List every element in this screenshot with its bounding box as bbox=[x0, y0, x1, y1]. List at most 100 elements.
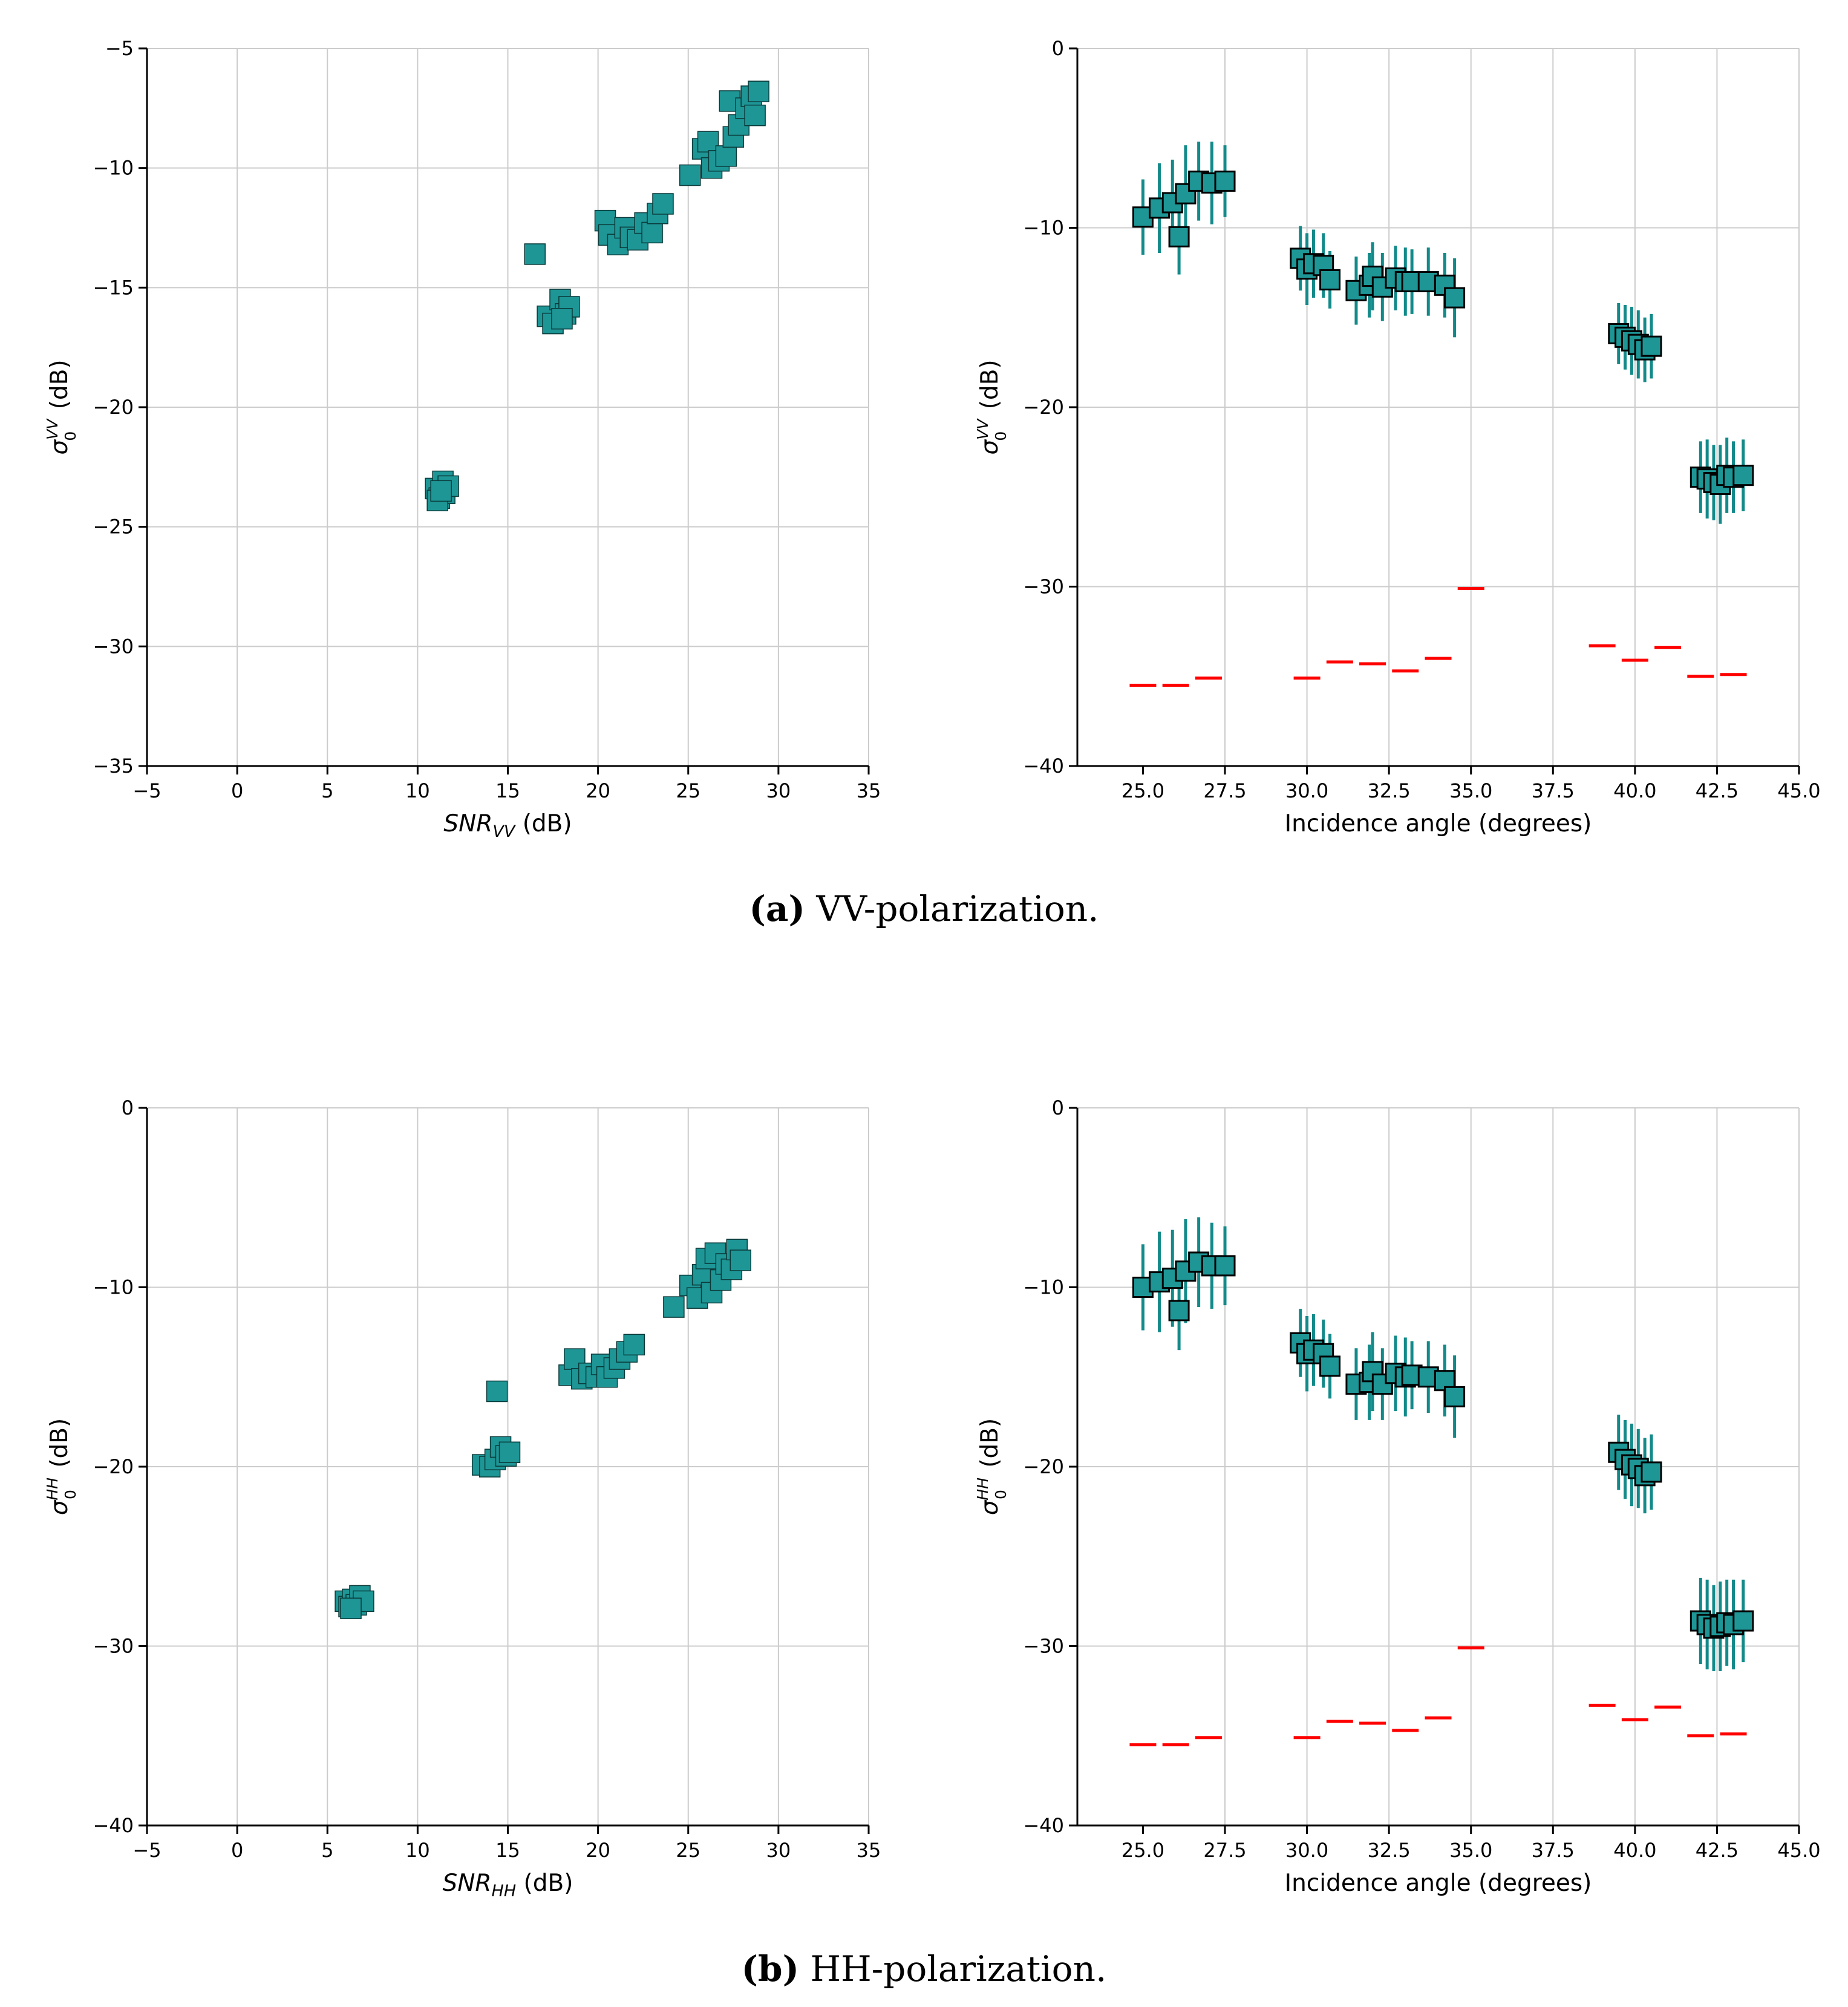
x-tick-label: 5 bbox=[321, 779, 333, 802]
y-tick-label: 0 bbox=[1052, 37, 1064, 60]
y-axis-label-sub: 0 bbox=[62, 431, 79, 441]
x-tick-label: 15 bbox=[495, 1839, 520, 1862]
x-tick-label: 32.5 bbox=[1368, 1839, 1411, 1862]
x-tick-label: −5 bbox=[132, 1839, 161, 1862]
data-point bbox=[1168, 1300, 1190, 1321]
x-axis-label: Incidence angle (degrees) bbox=[1285, 810, 1592, 837]
data-point bbox=[1319, 269, 1341, 290]
x-axis-label: SNRVV (dB) bbox=[443, 810, 572, 841]
x-tick-label: 10 bbox=[405, 1839, 430, 1862]
x-tick-label: 37.5 bbox=[1532, 779, 1575, 802]
scatter-point bbox=[652, 193, 674, 215]
y-axis-label-unit: (dB) bbox=[46, 359, 73, 416]
y-axis-label-unit: (dB) bbox=[976, 359, 1004, 416]
y-axis-label-sup: VV bbox=[44, 418, 61, 440]
scatter-point bbox=[663, 1296, 685, 1318]
y-tick-label: −30 bbox=[93, 1635, 134, 1658]
scatter-point bbox=[340, 1597, 362, 1619]
y-tick-label: −25 bbox=[93, 516, 134, 539]
y-tick-label: −20 bbox=[1023, 396, 1064, 419]
y-axis-label-sub: 0 bbox=[992, 431, 1010, 441]
y-tick-label: −20 bbox=[1023, 1455, 1064, 1478]
x-tick-label: 20 bbox=[586, 1839, 610, 1862]
x-tick-label: 5 bbox=[321, 1839, 333, 1862]
y-tick-label: −40 bbox=[93, 1814, 134, 1837]
y-tick-label: −30 bbox=[93, 635, 134, 658]
data-point bbox=[1214, 170, 1236, 192]
x-tick-label: 30 bbox=[766, 1839, 791, 1862]
x-tick-label: 27.5 bbox=[1203, 1839, 1246, 1862]
scatter-point bbox=[641, 221, 663, 244]
scatter-point bbox=[697, 131, 719, 152]
x-tick-label: 40.0 bbox=[1613, 1839, 1656, 1862]
x-tick-label: 35 bbox=[857, 1839, 881, 1862]
x-tick-label: −5 bbox=[132, 779, 161, 802]
x-axis-label: Incidence angle (degrees) bbox=[1285, 1870, 1592, 1897]
y-tick-label: −20 bbox=[93, 1455, 134, 1478]
x-tick-label: 27.5 bbox=[1203, 779, 1246, 802]
x-tick-label: 25.0 bbox=[1122, 1839, 1164, 1862]
scatter-point bbox=[430, 480, 452, 502]
scatter-point bbox=[551, 307, 573, 330]
y-tick-label: −20 bbox=[93, 396, 134, 419]
x-tick-label: 0 bbox=[231, 1839, 243, 1862]
y-tick-label: −35 bbox=[93, 755, 134, 778]
y-tick-label: 0 bbox=[122, 1096, 134, 1119]
caption-a: (a) VV-polarization. bbox=[0, 888, 1848, 929]
y-tick-label: −10 bbox=[1023, 1276, 1064, 1299]
scatter-point bbox=[730, 1249, 751, 1271]
data-point bbox=[1732, 465, 1754, 486]
scatter-point bbox=[486, 1380, 508, 1403]
data-point bbox=[1641, 1461, 1662, 1483]
data-point bbox=[1175, 183, 1197, 205]
scatter-point bbox=[715, 145, 737, 167]
x-axis-label-var: SNR bbox=[443, 810, 492, 837]
x-tick-label: 45.0 bbox=[1777, 1839, 1820, 1862]
y-tick-label: −40 bbox=[1023, 755, 1064, 778]
x-tick-label: 37.5 bbox=[1532, 1839, 1575, 1862]
x-tick-label: 30 bbox=[766, 779, 791, 802]
x-axis-label-var: SNR bbox=[443, 1870, 492, 1897]
x-tick-label: 10 bbox=[405, 779, 430, 802]
x-axis-label-sub: HH bbox=[492, 1882, 517, 1901]
y-axis-label: σVV0 (dB) bbox=[44, 359, 79, 454]
scatter-point bbox=[623, 1334, 645, 1356]
x-tick-label: 25 bbox=[676, 779, 700, 802]
data-point bbox=[1214, 1255, 1236, 1277]
x-tick-label: 35 bbox=[857, 779, 881, 802]
caption-a-tag: (a) bbox=[749, 888, 805, 929]
panel-a-left: −5 0 5 10 15 20 25 30 35−35−30−25−20−15−10−5SNRV… bbox=[44, 37, 881, 841]
y-axis-label-sigma: σ bbox=[976, 1499, 1004, 1515]
y-tick-label: −30 bbox=[1023, 1635, 1064, 1658]
x-axis-label-unit: (dB) bbox=[515, 810, 572, 837]
scatter-point bbox=[498, 1441, 521, 1464]
scatter-point bbox=[744, 104, 766, 126]
x-tick-label: 45.0 bbox=[1777, 779, 1820, 802]
x-tick-label: 42.5 bbox=[1696, 1839, 1739, 1862]
scatter-point bbox=[748, 80, 769, 102]
x-tick-label: 25.0 bbox=[1122, 779, 1164, 802]
data-point bbox=[1168, 226, 1190, 247]
data-point bbox=[1641, 335, 1662, 357]
y-tick-label: −10 bbox=[93, 157, 134, 180]
y-tick-label: −30 bbox=[1023, 575, 1064, 598]
x-tick-label: 35.0 bbox=[1449, 779, 1492, 802]
data-point bbox=[1319, 1355, 1341, 1377]
y-axis-label-sub: 0 bbox=[992, 1490, 1010, 1499]
x-tick-label: 35.0 bbox=[1449, 1839, 1492, 1862]
x-tick-label: 32.5 bbox=[1368, 779, 1411, 802]
y-axis-label-sigma: σ bbox=[46, 439, 73, 455]
y-axis-label: σHH0 (dB) bbox=[974, 1418, 1010, 1516]
caption-b-text: HH-polarization. bbox=[799, 1948, 1107, 1989]
x-tick-label: 20 bbox=[586, 779, 610, 802]
y-axis-label-sup: HH bbox=[974, 1478, 991, 1501]
panel-a-right: 25.0 27.5 30.0 32.5 35.0 37.5 40.0 42.5 45.0 −40 −… bbox=[974, 37, 1821, 837]
x-tick-label: 30.0 bbox=[1285, 1839, 1328, 1862]
y-tick-label: −5 bbox=[105, 37, 134, 60]
y-tick-label: 0 bbox=[1052, 1096, 1064, 1119]
data-point bbox=[1444, 1386, 1466, 1407]
x-axis-label: SNRHH (dB) bbox=[443, 1870, 573, 1901]
x-tick-label: 40.0 bbox=[1613, 779, 1656, 802]
